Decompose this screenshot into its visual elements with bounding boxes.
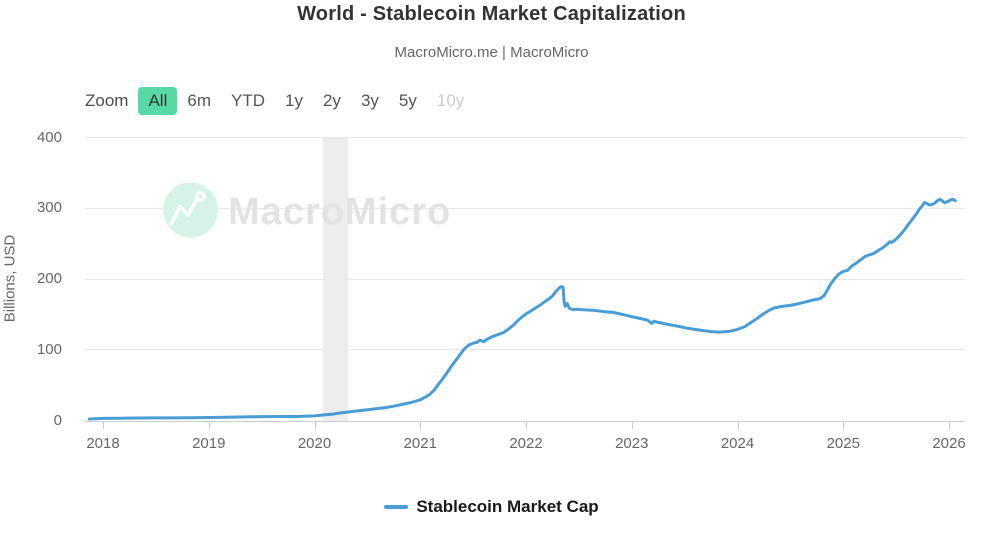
y-axis-label: 400: [36, 128, 62, 146]
legend-item[interactable]: Stablecoin Market Cap: [384, 497, 599, 517]
watermark-text: MacroMicro: [228, 191, 451, 233]
macromicro-logo-ring: [195, 191, 206, 202]
range-button-3y[interactable]: 3y: [360, 90, 379, 110]
range-button-6m[interactable]: 6m: [187, 90, 211, 110]
series-line-stablecoin-market-cap: [87, 197, 957, 421]
x-axis-label: 2023: [615, 435, 649, 452]
x-axis-label: 2019: [192, 435, 226, 452]
legend: Stablecoin Market Cap: [0, 497, 983, 517]
y-axis-label: 0: [53, 411, 62, 429]
chart-subtitle: MacroMicro.me | MacroMicro: [394, 44, 589, 61]
range-button-1y[interactable]: 1y: [285, 90, 303, 110]
legend-label: Stablecoin Market Cap: [416, 497, 599, 516]
legend-line-marker: [384, 505, 409, 509]
macromicro-logo-zigzag: [169, 197, 199, 226]
range-button-ytd[interactable]: YTD: [231, 90, 265, 110]
x-axis-label: 2021: [403, 435, 437, 452]
x-axis-label: 2026: [932, 435, 966, 452]
x-axis-label: 2022: [509, 435, 543, 452]
x-axis-label: 2018: [86, 435, 120, 452]
zoom-label: Zoom: [85, 90, 129, 110]
range-button-5y[interactable]: 5y: [398, 90, 417, 110]
x-axis-label: 2020: [297, 435, 332, 452]
y-axis-label: 300: [36, 199, 62, 217]
x-axis-label: 2024: [720, 435, 755, 452]
range-button-10y: 10y: [436, 90, 465, 110]
chart-title: World - Stablecoin Market Capitalization: [297, 3, 686, 25]
recession-band: [322, 138, 349, 422]
range-button-2y[interactable]: 2y: [322, 90, 341, 110]
y-axis-label: 200: [36, 270, 62, 287]
range-button-all[interactable]: All: [138, 86, 178, 115]
x-axis-label: 2025: [826, 435, 860, 452]
y-axis-label: 100: [36, 340, 62, 358]
range-selector-toolbar: Zoom All 6m YTD 1y 2y 3y 5y 10y: [85, 86, 474, 115]
